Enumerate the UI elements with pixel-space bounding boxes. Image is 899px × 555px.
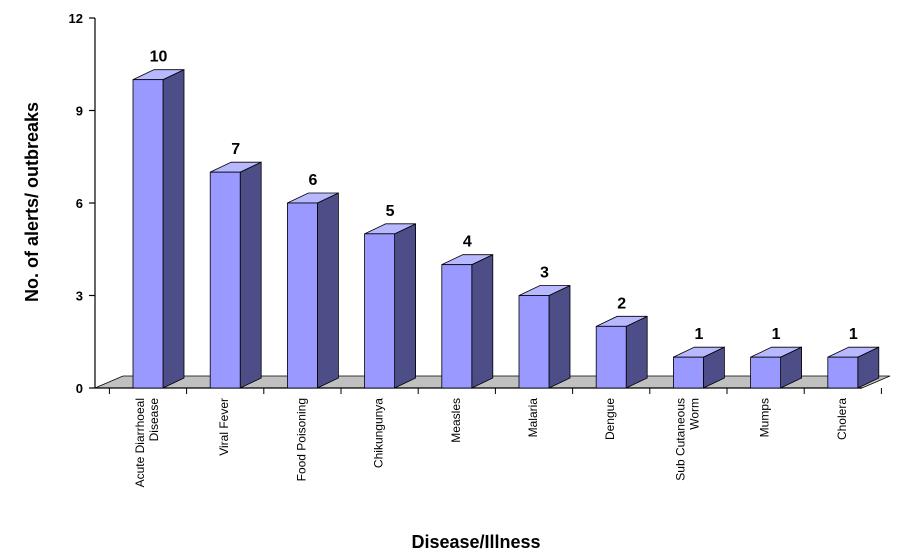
bar-front-face (441, 264, 473, 389)
bar (750, 346, 802, 389)
x-tick-label-line: Sub Cutaneous (673, 398, 687, 481)
data-label: 1 (849, 326, 858, 343)
x-tick-label-line: Chikungunya (372, 398, 386, 468)
bar-side-face (316, 192, 339, 389)
y-tick-label: 3 (76, 289, 83, 304)
bar-front-face (286, 202, 318, 389)
x-tick-label: Measles (449, 398, 463, 443)
bar (209, 161, 262, 389)
x-tick-label: Food Poisoning (294, 398, 308, 481)
x-tick-label-line: Cholera (835, 398, 849, 440)
x-tick-label: Viral Fever (217, 398, 231, 456)
x-tick-label-line: Mumps (758, 398, 772, 437)
data-label: 3 (540, 265, 549, 282)
bar (364, 223, 417, 389)
x-tick-label: Malaria (526, 398, 540, 438)
x-tick-label-line: Viral Fever (217, 398, 231, 456)
bar-side-face (548, 284, 571, 389)
bar-front-face (209, 171, 241, 389)
bar-side-face (394, 223, 417, 389)
data-label: 5 (386, 203, 395, 220)
bar-front-face (595, 325, 627, 389)
x-tick-label-line: Disease (147, 398, 161, 442)
bars (132, 69, 880, 389)
x-tick-label-line: Worm (687, 398, 701, 430)
x-tick-label: Sub Cutaneous Worm (673, 398, 701, 481)
y-tick-label: 0 (76, 381, 83, 396)
bar (286, 192, 339, 389)
x-tick-label: Cholera (835, 398, 849, 440)
x-tick-label: Dengue (603, 398, 617, 440)
x-tick-label-line: Acute Diarrhoeal (133, 398, 147, 487)
y-axis-title: No. of alerts/ outbreaks (22, 102, 42, 302)
data-label: 2 (617, 295, 626, 312)
bar-front-face (750, 356, 781, 389)
x-tick-label: Acute Diarrhoeal Disease (133, 398, 161, 488)
bar (673, 346, 725, 389)
bar-side-face (471, 254, 494, 389)
data-label: 1 (694, 326, 703, 343)
x-tick-label-line: Measles (449, 398, 463, 443)
data-label: 10 (150, 49, 168, 66)
y-tick-label: 12 (69, 11, 83, 26)
labels: 10 Acute Diarrhoeal Disease 7 Viral Fever 6 Fo… (133, 49, 858, 488)
y-tick-label: 9 (76, 104, 83, 119)
data-label: 6 (308, 172, 317, 189)
y-tick-label: 6 (76, 196, 83, 211)
data-label: 1 (772, 326, 781, 343)
x-tick-label-line: Malaria (526, 398, 540, 438)
data-label: 7 (231, 141, 240, 158)
bar (518, 284, 571, 389)
bar-front-face (518, 295, 550, 389)
bar-side-face (625, 315, 648, 389)
x-tick-label-line: Food Poisoning (294, 398, 308, 481)
bar (441, 254, 494, 389)
bar (595, 315, 648, 389)
x-tick-label-line: Dengue (603, 398, 617, 440)
x-tick-label: Mumps (758, 398, 772, 437)
bar-side-face (162, 69, 185, 389)
x-tick-label: Chikungunya (372, 398, 386, 468)
data-label: 4 (463, 234, 472, 251)
bar-front-face (827, 356, 859, 389)
bar-side-face (239, 161, 262, 389)
bar-front-face (673, 356, 704, 389)
bar (827, 346, 880, 389)
bar-front-face (132, 79, 164, 389)
bar (132, 69, 185, 389)
x-axis-title: Disease/Illness (411, 532, 540, 552)
bar-front-face (364, 233, 396, 389)
